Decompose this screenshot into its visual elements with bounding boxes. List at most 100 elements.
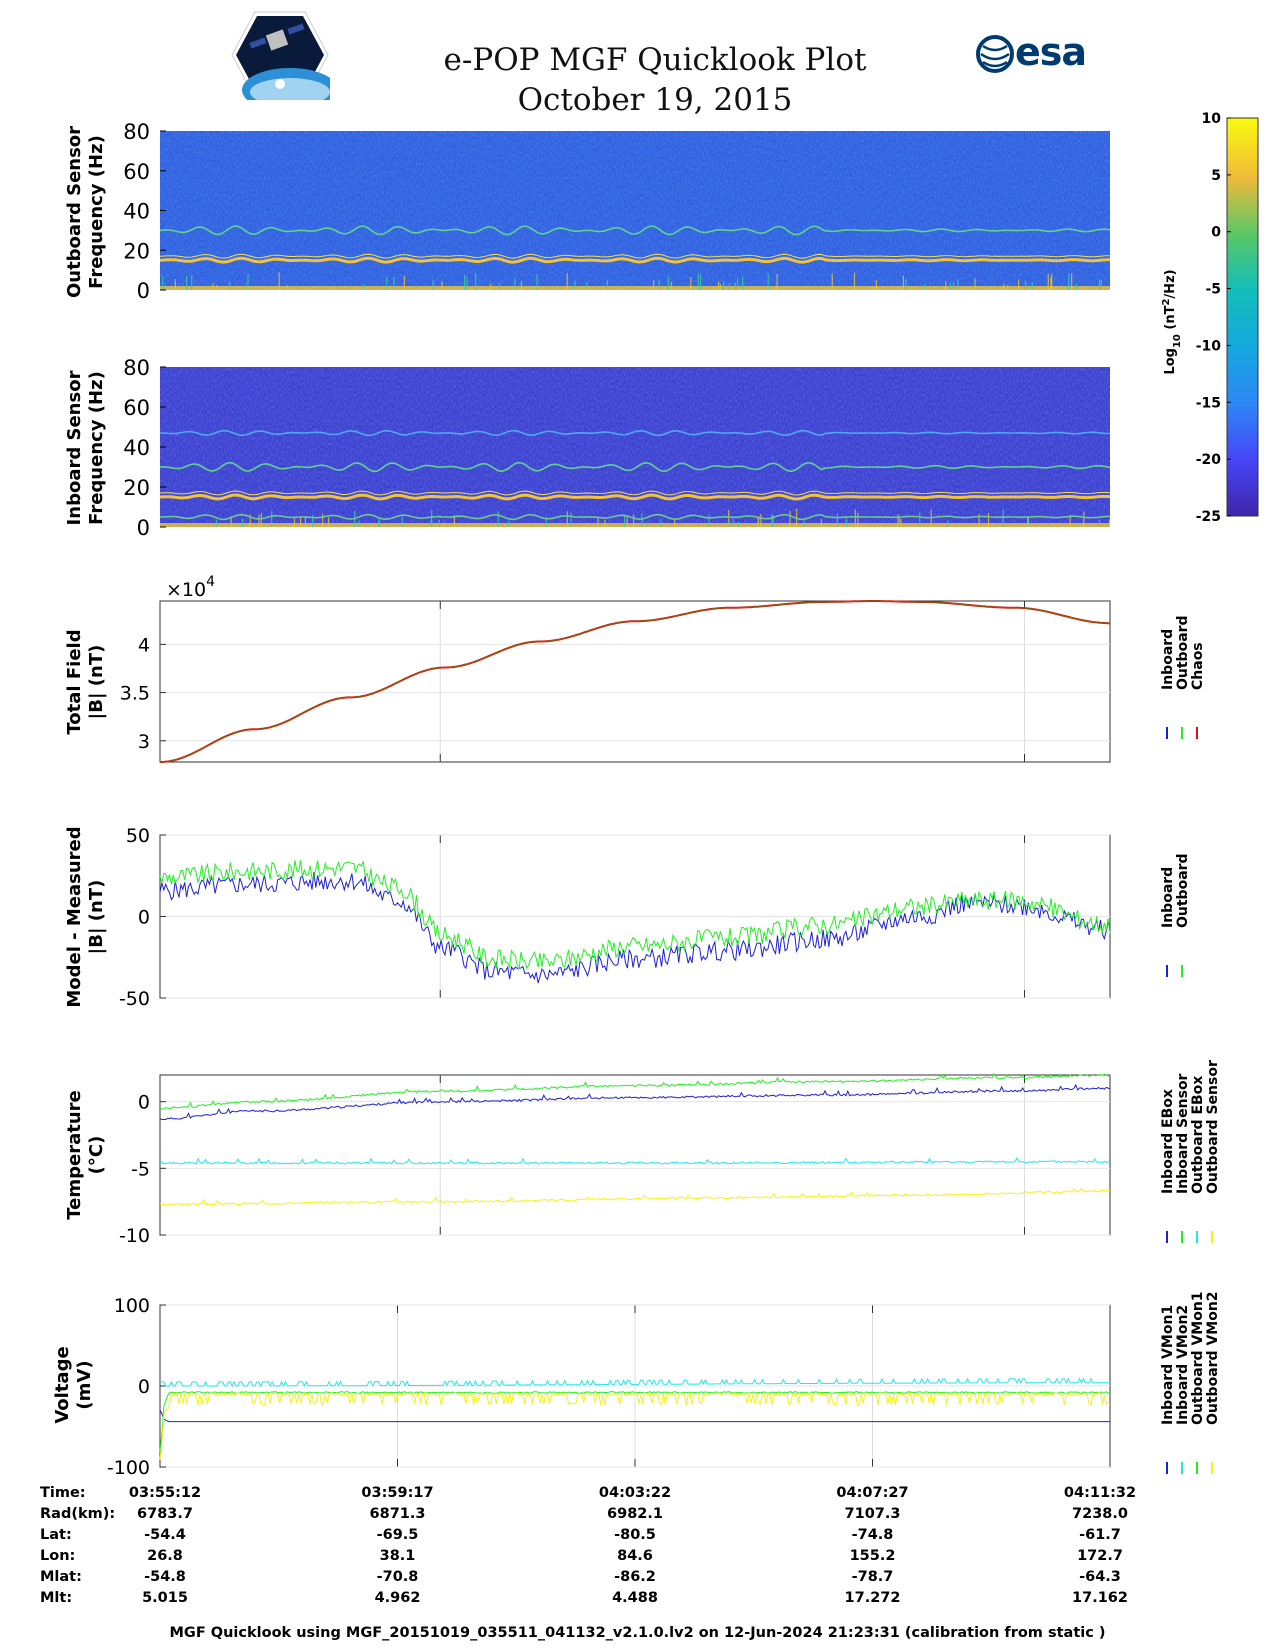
temperature-legend-label: Inboard EBox	[1160, 1089, 1176, 1194]
total-field-ylabel-line1: Total Field	[64, 629, 85, 734]
inboard-spectrogram-burst	[708, 514, 710, 527]
voltage-legend-label: Outboard VMon2	[1205, 1291, 1221, 1425]
voltage-ytick-label: 0	[138, 1376, 150, 1398]
ephemeris-label: Time:	[40, 1485, 86, 1501]
outboard-spectrogram-burst	[566, 273, 568, 290]
outboard-spectrogram-ytick-label: 60	[123, 160, 150, 184]
voltage-outboard-vmon2-line	[159, 1391, 1111, 1460]
colorbar-label: Log10 (nT2/Hz)	[1161, 269, 1183, 374]
inboard-spectrogram-ylabel-line2: Frequency (Hz)	[86, 371, 107, 525]
temperature-ylabel-line2: (°C)	[86, 1136, 107, 1175]
outboard-spectrogram-burst	[386, 276, 388, 290]
voltage-legend-label: Inboard VMon2	[1175, 1305, 1191, 1425]
inboard-spectrogram-dc-band	[160, 523, 1110, 527]
ephemeris-value: 172.7	[1077, 1548, 1123, 1564]
outboard-spectrogram-burst	[432, 280, 434, 290]
outboard-spectrogram-burst	[875, 280, 878, 290]
voltage-ylabel-line1: Voltage	[52, 1346, 73, 1423]
outboard-spectrogram-burst	[514, 277, 516, 290]
outboard-spectrogram-burst	[403, 275, 405, 290]
temperature-legend-label: Outboard EBox	[1190, 1076, 1206, 1194]
inboard-spectrogram-burst	[545, 516, 547, 527]
model-minus-measured-ytick-label: 50	[126, 825, 150, 847]
inboard-spectrogram-burst	[401, 516, 403, 527]
voltage-inboard-vmon2-line	[159, 1377, 1110, 1388]
model-minus-measured-outboard-line	[159, 860, 1111, 971]
ephemeris-value: 03:59:17	[361, 1485, 433, 1501]
colorbar-tick-label: -5	[1205, 282, 1221, 298]
model-minus-measured-ylabel-line1: Model - Measured	[64, 826, 85, 1007]
outboard-spectrogram-burst	[1071, 272, 1073, 290]
inboard-spectrogram-burst	[900, 519, 902, 527]
temperature-ytick-label: -5	[131, 1158, 150, 1180]
voltage-ytick-label: -100	[107, 1457, 150, 1479]
outboard-spectrogram-burst	[393, 277, 395, 290]
temperature-1-line	[159, 1072, 1111, 1110]
inboard-spectrogram-line-5hz	[159, 513, 1110, 521]
inboard-spectrogram-burst	[497, 511, 499, 527]
colorbar	[1226, 117, 1259, 517]
inboard-spectrogram-burst	[597, 516, 599, 527]
outboard-spectrogram-burst	[1100, 280, 1103, 290]
ephemeris-value: 6982.1	[607, 1506, 663, 1522]
total-field-ytick-label: 3	[138, 731, 150, 753]
outboard-spectrogram-burst	[924, 284, 926, 290]
inboard-spectrogram-burst	[1027, 517, 1029, 527]
outboard-spectrogram-ytick-label: 40	[123, 200, 150, 224]
outboard-spectrogram-burst	[212, 283, 214, 290]
inboard-spectrogram-ylabel: Inboard Sensor Frequency (Hz)	[64, 370, 107, 525]
colorbar-tick-label: -20	[1196, 452, 1222, 468]
outboard-spectrogram-ylabel-line2: Frequency (Hz)	[86, 135, 107, 289]
temperature-ylabel-line1: Temperature	[64, 1090, 85, 1219]
ephemeris-value: 04:07:27	[836, 1485, 908, 1501]
colorbar-tick-label: 0	[1211, 225, 1221, 241]
temperature-ytick-label: -10	[119, 1225, 150, 1247]
outboard-spectrogram-burst	[606, 279, 608, 290]
outboard-spectrogram-burst	[1047, 273, 1049, 290]
inboard-spectrogram-burst	[438, 519, 440, 527]
mission-logo	[231, 11, 330, 100]
inboard-spectrogram-burst	[947, 520, 949, 527]
colorbar-tick-label: -25	[1196, 509, 1221, 525]
total-field-ylabel: Total Field |B| (nT)	[64, 629, 107, 734]
model-minus-measured-legend-label: Outboard	[1175, 853, 1191, 928]
inboard-spectrogram-burst	[845, 516, 848, 527]
inboard-spectrogram-ytick-label: 20	[123, 476, 150, 500]
inboard-spectrogram-ytick-label: 80	[123, 356, 150, 380]
footer-caption: MGF Quicklook using MGF_20151019_035511_…	[169, 1625, 1106, 1641]
inboard-spectrogram-burst	[271, 510, 273, 527]
inboard-spectrogram-burst	[633, 514, 635, 527]
colorbar-tick-label: 5	[1211, 168, 1221, 184]
voltage-ytick-label: 100	[114, 1295, 150, 1317]
total-field-measured-line	[160, 600, 1110, 763]
outboard-spectrogram-burst	[174, 278, 176, 290]
temperature-2-line	[159, 1156, 1110, 1165]
outboard-spectrogram-burst	[498, 283, 500, 290]
inboard-spectrogram-ytick-label: 60	[123, 396, 150, 420]
outboard-spectrogram-burst	[902, 275, 905, 290]
outboard-spectrogram-burst	[278, 272, 280, 290]
inboard-spectrogram-burst	[570, 512, 572, 527]
outboard-spectrogram-burst	[670, 281, 672, 290]
inboard-spectrogram-burst	[978, 514, 980, 527]
outboard-spectrogram-burst	[722, 285, 724, 290]
outboard-spectrogram-burst	[831, 273, 833, 290]
total-field-ylabel-line2: |B| (nT)	[86, 645, 107, 720]
temperature-ylabel: Temperature (°C)	[64, 1090, 107, 1219]
outboard-spectrogram-burst	[853, 272, 856, 290]
outboard-spectrogram-burst	[286, 285, 289, 290]
inboard-spectrogram-burst	[772, 514, 774, 527]
inboard-spectrogram-burst	[624, 514, 626, 527]
outboard-spectrogram-ytick-label: 20	[123, 239, 150, 263]
ephemeris-value: -64.3	[1079, 1569, 1121, 1585]
inboard-spectrogram-burst	[430, 519, 432, 527]
ephemeris-value: 04:03:22	[599, 1485, 671, 1501]
temperature-legend-label: Outboard Sensor	[1205, 1060, 1221, 1194]
outboard-spectrogram-noise	[160, 131, 1110, 290]
ephemeris-value: 26.8	[147, 1548, 183, 1564]
inboard-spectrogram-ytick-label: 40	[123, 436, 150, 460]
ephemeris-value: -74.8	[852, 1527, 894, 1543]
inboard-spectrogram-burst	[566, 511, 568, 527]
inboard-spectrogram-burst	[299, 517, 302, 527]
outboard-spectrogram-burst	[742, 276, 744, 290]
